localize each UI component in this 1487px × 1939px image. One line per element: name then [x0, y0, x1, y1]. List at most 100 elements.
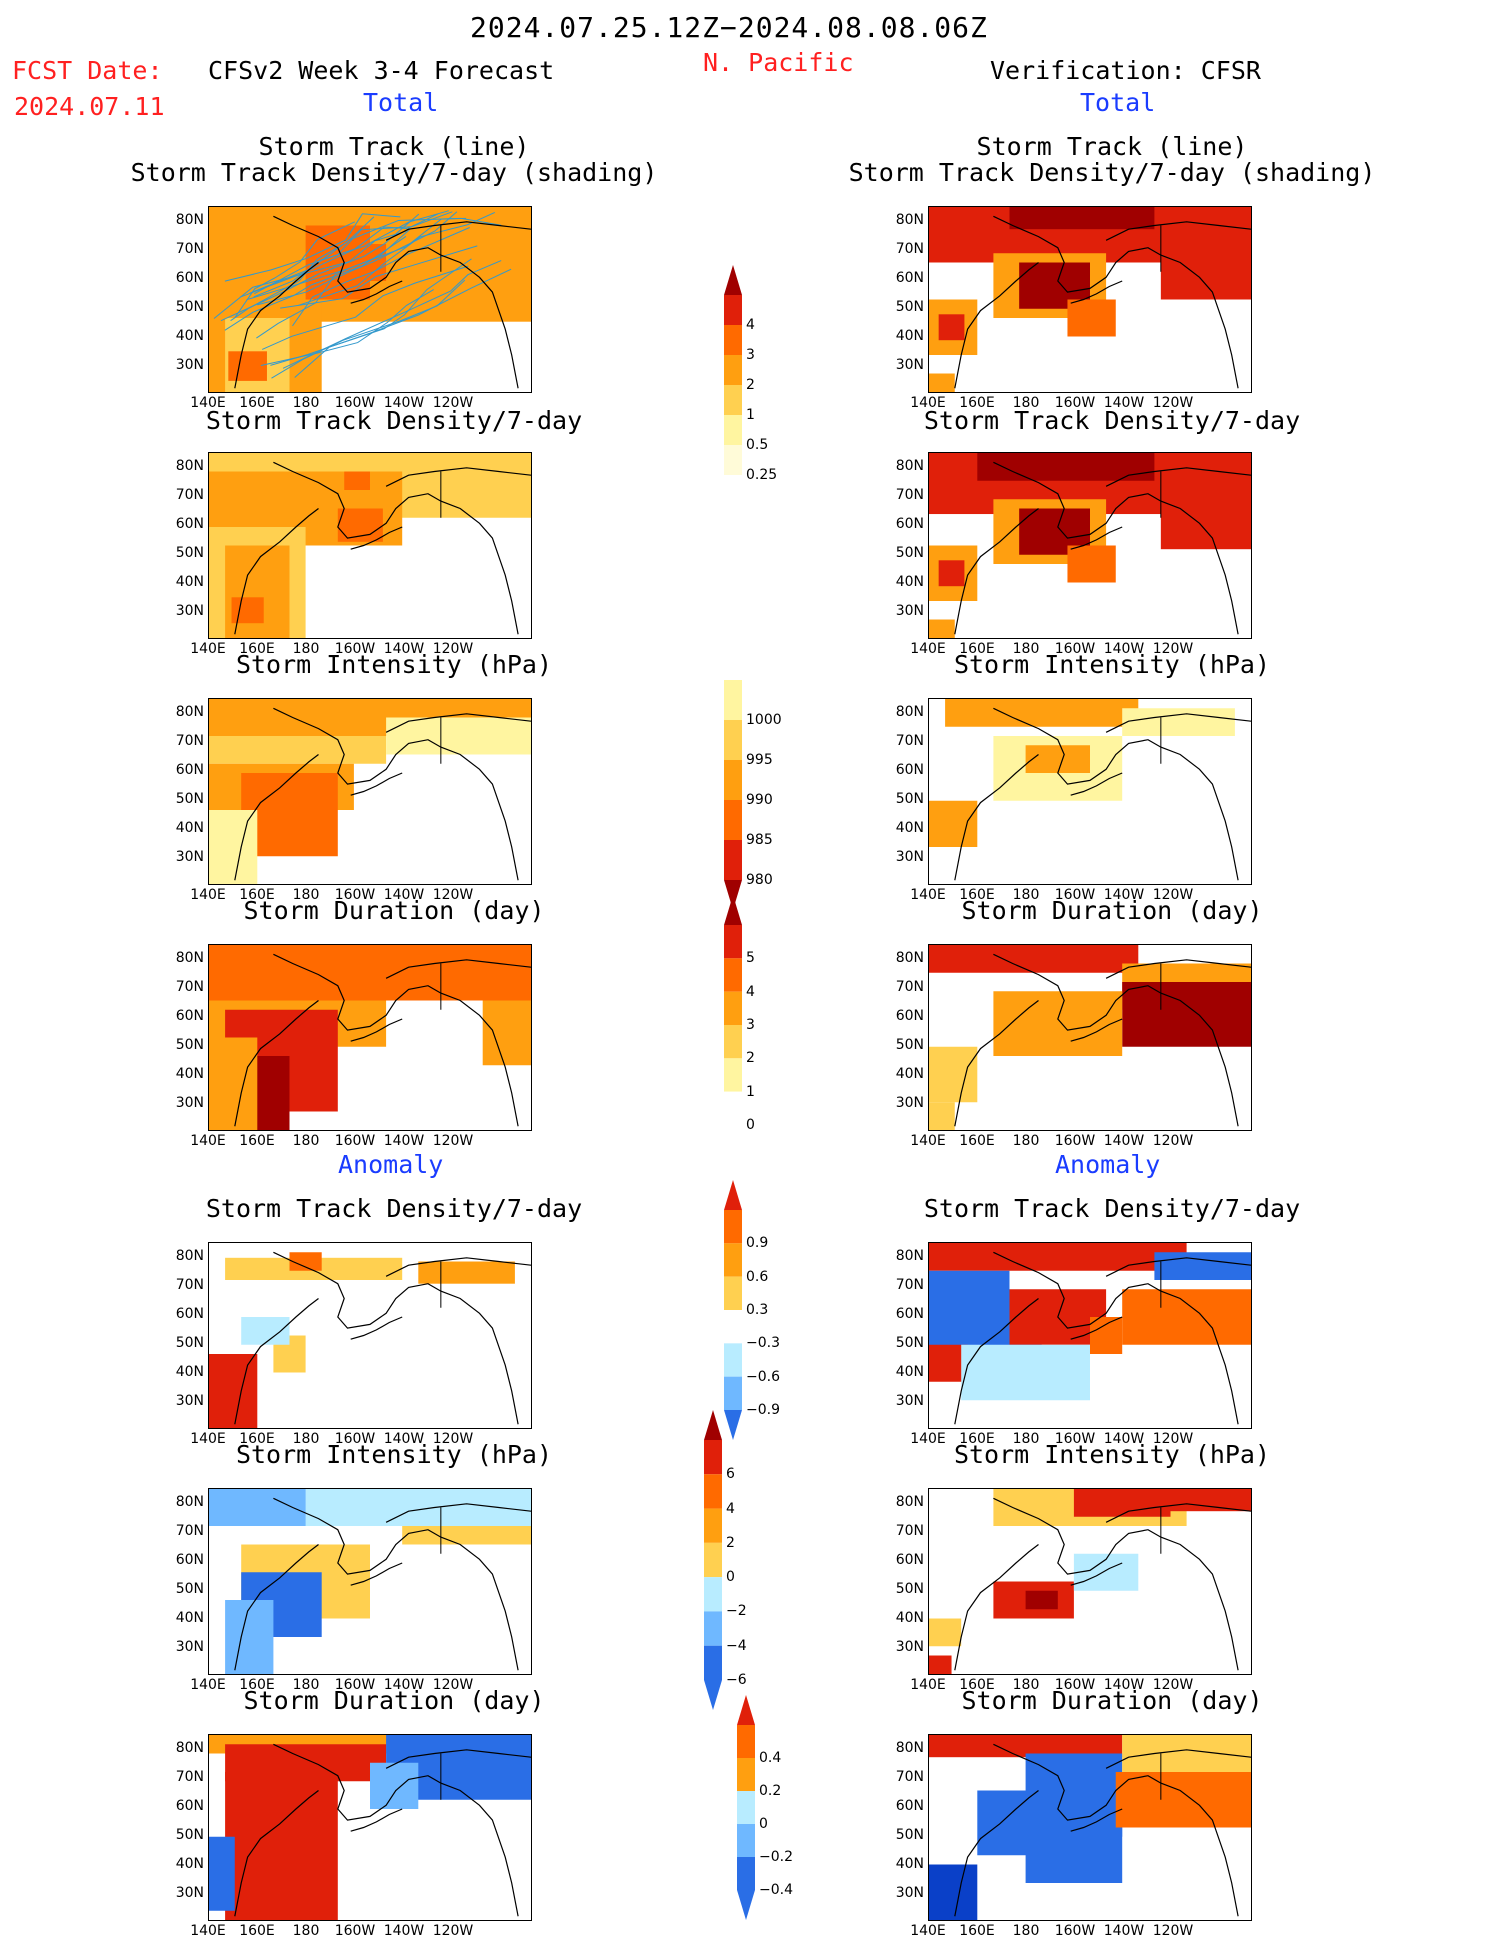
- right-map-5-lon-label: 140E: [910, 1431, 946, 1447]
- right-map-5-coast-3: [1070, 1316, 1123, 1340]
- left-map-5-lat-label: 60N: [175, 1306, 204, 1322]
- cbar-intensity-total-seg-2: [724, 760, 742, 800]
- left-map-4-coast-0: [234, 1000, 319, 1127]
- cbar-duration-total-label: 3: [746, 1017, 755, 1033]
- left-map-3-lat-label: 30N: [175, 849, 204, 865]
- cbar-density-total-seg-4: [724, 415, 742, 445]
- right-map-6-lat-label: 40N: [895, 1610, 924, 1626]
- left-map-4-coast-2: [385, 959, 531, 979]
- left-map-1-track-0: [256, 228, 411, 339]
- right-p6-title: Storm Intensity (hPa): [953, 1440, 1271, 1469]
- left-map-4-lat-label: 40N: [175, 1066, 204, 1082]
- right-map-6-lat-label: 30N: [895, 1639, 924, 1655]
- cbar-duration-total-label: 0: [746, 1117, 755, 1133]
- cbar-density-anom-label: 0.6: [746, 1268, 769, 1285]
- left-map-3-lat-label: 50N: [175, 791, 204, 807]
- right-map-4-lat-label: 50N: [895, 1037, 924, 1053]
- left-map-5-lat-label: 40N: [175, 1364, 204, 1380]
- cbar-intensity-anom-label: −6: [726, 1672, 747, 1688]
- cbar-intensity-total-seg-0: [724, 680, 742, 720]
- cbar-duration-total-top-arrow: [724, 895, 742, 925]
- cbar-duration-anom-label: 0: [759, 1816, 768, 1832]
- left-map-4-lon-label: 160W: [334, 1133, 376, 1149]
- right-map-6-lon-label: 160E: [959, 1677, 995, 1693]
- right-map-6: [928, 1488, 1252, 1675]
- right-map-4-shade-5: [929, 1102, 955, 1130]
- cbar-intensity-total-seg-4: [724, 840, 742, 880]
- left-map-6-lon-label: 140E: [190, 1677, 226, 1693]
- cbar-intensity-anom-top-arrow: [704, 1410, 722, 1440]
- right-map-5-shade-0: [929, 1243, 1187, 1271]
- right-map-7-lon-label: 160W: [1054, 1923, 1096, 1939]
- left-map-1-track-18: [239, 211, 453, 298]
- right-map-7-lon-label: 140E: [910, 1923, 946, 1939]
- right-map-6-svg: [929, 1489, 1251, 1674]
- right-anomaly-label: Anomaly: [1055, 1150, 1161, 1179]
- cbar-density-total-label: 2: [746, 377, 755, 393]
- cbar-duration-total-seg-2: [724, 991, 742, 1025]
- left-map-4-lon-label: 160E: [239, 1133, 275, 1149]
- cbar-intensity-total-label: 995: [746, 752, 773, 768]
- right-map-7-coast-0: [954, 1790, 1039, 1917]
- left-map-1-lat-label: 80N: [175, 212, 204, 228]
- right-map-6-coast-2: [1105, 1503, 1251, 1523]
- right-p4-title: Storm Duration (day): [961, 896, 1263, 925]
- right-map-2-lat-label: 30N: [895, 603, 924, 619]
- right-map-6-coast-3: [1070, 1562, 1123, 1586]
- left-map-5-lat-label: 80N: [175, 1248, 204, 1264]
- left-map-3-coast-3: [350, 772, 403, 796]
- cbar-intensity-anom-seg-5: [704, 1611, 722, 1646]
- left-map-3-lon-label: 160W: [334, 887, 376, 903]
- left-map-2-lat-label: 60N: [175, 516, 204, 532]
- right-map-2-lat-label: 70N: [895, 487, 924, 503]
- cbar-density-total-label: 1: [746, 407, 755, 423]
- cbar-density-anom-seg-1: [724, 1243, 742, 1277]
- right-map-1-coast-3: [1070, 280, 1123, 304]
- left-map-2-shade-6: [344, 471, 370, 490]
- left-map-1-lon-label: 120W: [432, 395, 474, 411]
- right-map-4: [928, 944, 1252, 1131]
- left-map-5-svg: [209, 1251, 531, 1428]
- cbar-duration-total-seg-5: [724, 1091, 742, 1125]
- left-map-2-coast-2: [385, 467, 531, 487]
- right-map-6-shade-4: [1025, 1590, 1058, 1610]
- left-map-5-lon-label: 160E: [239, 1431, 275, 1447]
- left-map-7-coast-1: [273, 1743, 519, 1917]
- left-map-7-lon-label: 160W: [334, 1923, 376, 1939]
- right-map-1-lon-label: 160E: [959, 395, 995, 411]
- right-map-2-lat-label: 60N: [895, 516, 924, 532]
- left-map-6: [208, 1488, 532, 1675]
- left-map-5-coast-0: [234, 1298, 319, 1425]
- right-map-6-lat-label: 60N: [895, 1552, 924, 1568]
- right-map-4-lon-label: 140W: [1103, 1133, 1145, 1149]
- cbar-density-total-seg-1: [724, 325, 742, 355]
- left-map-2-lon-label: 140E: [190, 641, 226, 657]
- right-total-label: Total: [1080, 88, 1156, 117]
- right-map-4-lat-label: 70N: [895, 979, 924, 995]
- right-map-7-lon-label: 160E: [959, 1923, 995, 1939]
- left-map-2-shade-4: [231, 597, 264, 624]
- left-map-5: [208, 1242, 532, 1429]
- right-map-2-shade-5: [1067, 545, 1116, 583]
- left-map-2-coast-3: [350, 526, 403, 550]
- cbar-intensity-anom-label: −4: [726, 1637, 747, 1654]
- left-map-7: [208, 1734, 532, 1921]
- cbar-density-total-seg-6: [724, 475, 742, 505]
- right-map-7-shade-6: [1025, 1827, 1123, 1883]
- cbar-density-anom-label: −0.3: [746, 1335, 780, 1352]
- right-map-5-lat-label: 80N: [895, 1248, 924, 1264]
- right-map-2-coast-0: [954, 508, 1039, 635]
- right-map-5-lon-label: 160E: [959, 1431, 995, 1447]
- right-map-2-shade-4: [1160, 493, 1251, 550]
- right-map-7-lat-label: 70N: [895, 1769, 924, 1785]
- right-map-4-lon-label: 120W: [1152, 1133, 1194, 1149]
- right-map-1-lon-label: 180: [1012, 395, 1040, 411]
- cbar-intensity-total: [724, 680, 742, 910]
- left-map-2-lat-label: 50N: [175, 545, 204, 561]
- left-map-2-lon-label: 160W: [334, 641, 376, 657]
- right-map-6-lon-label: 160W: [1054, 1677, 1096, 1693]
- left-map-7-lat-label: 30N: [175, 1885, 204, 1901]
- left-map-1-lon-label: 180: [292, 395, 320, 411]
- cbar-density-total-label: 0.5: [746, 437, 769, 453]
- right-map-7-svg: [929, 1735, 1251, 1920]
